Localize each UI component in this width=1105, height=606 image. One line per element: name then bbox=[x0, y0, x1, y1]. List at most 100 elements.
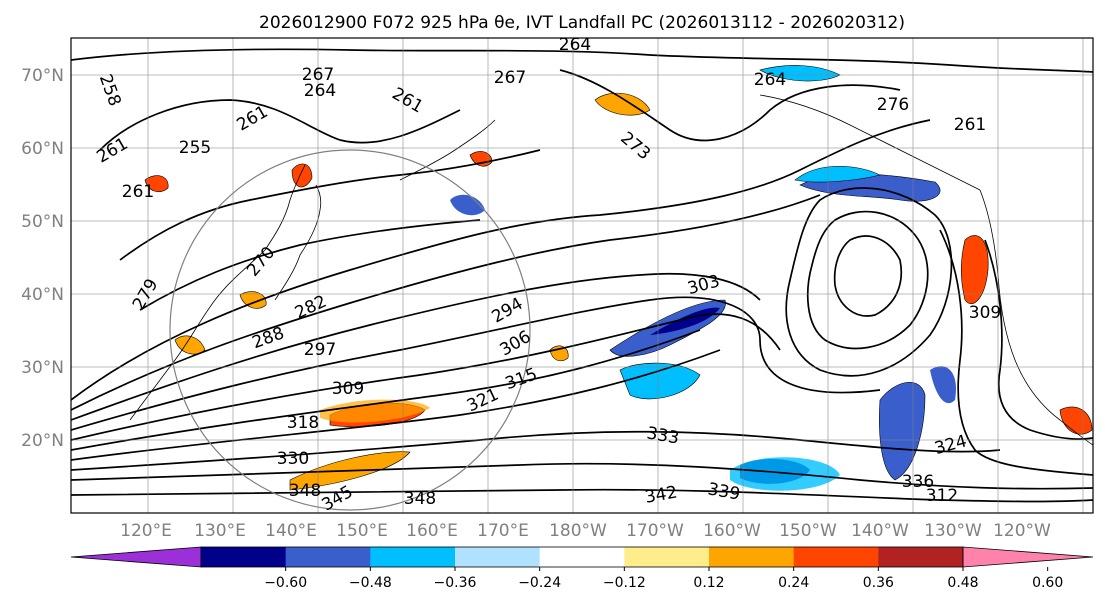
colorbar-tick-label: 0.12 bbox=[693, 575, 724, 591]
colorbar-segment bbox=[878, 547, 964, 567]
contour-line bbox=[71, 119, 931, 401]
lon-label: 180°W bbox=[549, 521, 607, 541]
contour-label: 318 bbox=[287, 413, 319, 433]
contour-line bbox=[833, 235, 903, 317]
lon-label: 140°E bbox=[265, 521, 317, 541]
colorbar-frame bbox=[200, 546, 964, 568]
colorbar-tick-label: −0.60 bbox=[264, 575, 307, 591]
contour-label: 255 bbox=[179, 138, 211, 158]
colorbar-tick-label: 0.24 bbox=[778, 575, 809, 591]
lon-label: 170°W bbox=[626, 521, 684, 541]
shade-cyan-jet bbox=[619, 362, 701, 400]
colorbar-tick-label: −0.24 bbox=[518, 575, 561, 591]
contour-line bbox=[71, 430, 1001, 471]
longitude-labels: 120°E 130°E 140°E 150°E 160°E 170°E 180°… bbox=[120, 521, 1051, 541]
contour-line bbox=[785, 187, 953, 377]
colorbar-segment bbox=[455, 547, 541, 567]
coastlines bbox=[129, 94, 1093, 446]
contour-label: 264 bbox=[559, 35, 591, 55]
contour-line bbox=[71, 488, 1093, 503]
shade-red-coast bbox=[960, 235, 989, 305]
colorbar-tick-label: −0.12 bbox=[603, 575, 646, 591]
contour-label: 261 bbox=[122, 182, 154, 202]
latitude-labels: 70°N 60°N 50°N 40°N 30°N 20°N bbox=[21, 66, 64, 451]
contour-label: 267 bbox=[302, 65, 334, 85]
coast-kamchatka bbox=[399, 119, 496, 181]
theta-e-contours bbox=[71, 48, 1093, 503]
contour-line bbox=[71, 296, 881, 431]
lon-label: 150°E bbox=[336, 521, 388, 541]
shade-orange-okhotsk bbox=[594, 92, 651, 116]
coast-alaska bbox=[759, 94, 981, 191]
colorbar-extend-min bbox=[70, 546, 202, 568]
lat-label: 30°N bbox=[21, 358, 64, 378]
contour-line bbox=[71, 313, 781, 441]
lat-label: 20°N bbox=[21, 431, 64, 451]
colorbar-segment bbox=[624, 547, 710, 567]
contour-line bbox=[71, 272, 761, 421]
contour-line bbox=[71, 329, 701, 451]
lon-label: 140°W bbox=[851, 521, 909, 541]
contour-label: 276 bbox=[877, 95, 909, 115]
colorbar-tick-label: 0.48 bbox=[947, 575, 978, 591]
map-border bbox=[70, 37, 1094, 514]
lon-label: 130°W bbox=[924, 521, 982, 541]
colorbar-segment bbox=[201, 547, 287, 567]
contour-line bbox=[71, 194, 821, 411]
colorbar-segment bbox=[539, 547, 625, 567]
shade-cyan-gulf bbox=[794, 165, 881, 183]
contour-label: 348 bbox=[404, 489, 436, 509]
contour-line bbox=[119, 149, 541, 261]
lat-label: 60°N bbox=[21, 139, 64, 159]
map-panel bbox=[71, 38, 1093, 513]
shade-cyan-kuril bbox=[450, 194, 485, 216]
colorbar-tick-label: 0.60 bbox=[1032, 575, 1063, 591]
contour-label: 264 bbox=[754, 70, 786, 90]
shade-cyan-subtrop bbox=[730, 457, 840, 491]
contour-line bbox=[99, 99, 461, 151]
contour-label: 336 bbox=[902, 472, 934, 492]
shade-blue-subtrop bbox=[879, 381, 926, 481]
contour-label: 348 bbox=[289, 481, 321, 501]
contour-line bbox=[71, 462, 1093, 490]
gridlines bbox=[71, 38, 1093, 513]
coast-japan bbox=[274, 184, 322, 301]
lon-label: 130°E bbox=[194, 521, 246, 541]
lon-label: 160°E bbox=[406, 521, 458, 541]
contour-line bbox=[71, 48, 1093, 73]
lat-label: 50°N bbox=[21, 212, 64, 232]
lon-label: 160°W bbox=[703, 521, 761, 541]
lon-label: 120°W bbox=[993, 521, 1051, 541]
contour-label: 309 bbox=[332, 379, 364, 399]
colorbar-tick-label: −0.48 bbox=[349, 575, 392, 591]
landfall-circle bbox=[169, 149, 531, 511]
contour-line bbox=[139, 219, 481, 311]
contour-label: 261 bbox=[954, 115, 986, 135]
colorbar-segment bbox=[709, 547, 795, 567]
coast-na-west bbox=[979, 189, 1093, 446]
colorbar-tick-label: 0.36 bbox=[863, 575, 894, 591]
colorbar-segment bbox=[793, 547, 879, 567]
lon-label: 170°E bbox=[477, 521, 529, 541]
contour-label: 309 bbox=[969, 303, 1001, 323]
contour-line bbox=[71, 349, 721, 461]
lat-label: 40°N bbox=[21, 285, 64, 305]
shaded-regions bbox=[144, 65, 1093, 491]
contour-label: 267 bbox=[494, 68, 526, 88]
shade-cyan-coast bbox=[930, 366, 956, 404]
contour-label: 330 bbox=[277, 449, 309, 469]
lon-label: 120°E bbox=[120, 521, 172, 541]
colorbar-segment bbox=[285, 547, 371, 567]
shade-orange-subtrop bbox=[320, 399, 430, 423]
shade-red-baja bbox=[1059, 406, 1093, 435]
figure-title: 2026012900 F072 925 hPa θe, IVT Landfall… bbox=[259, 13, 905, 33]
contour-label: 312 bbox=[926, 486, 958, 506]
shade-red-china bbox=[144, 175, 169, 193]
contour-line bbox=[939, 229, 1093, 476]
contour-line bbox=[806, 210, 929, 350]
colorbar-tick-label: −0.36 bbox=[434, 575, 477, 591]
colorbar-extend-max bbox=[962, 546, 1094, 568]
lat-label: 70°N bbox=[21, 66, 64, 86]
contour-label: 297 bbox=[304, 340, 336, 360]
